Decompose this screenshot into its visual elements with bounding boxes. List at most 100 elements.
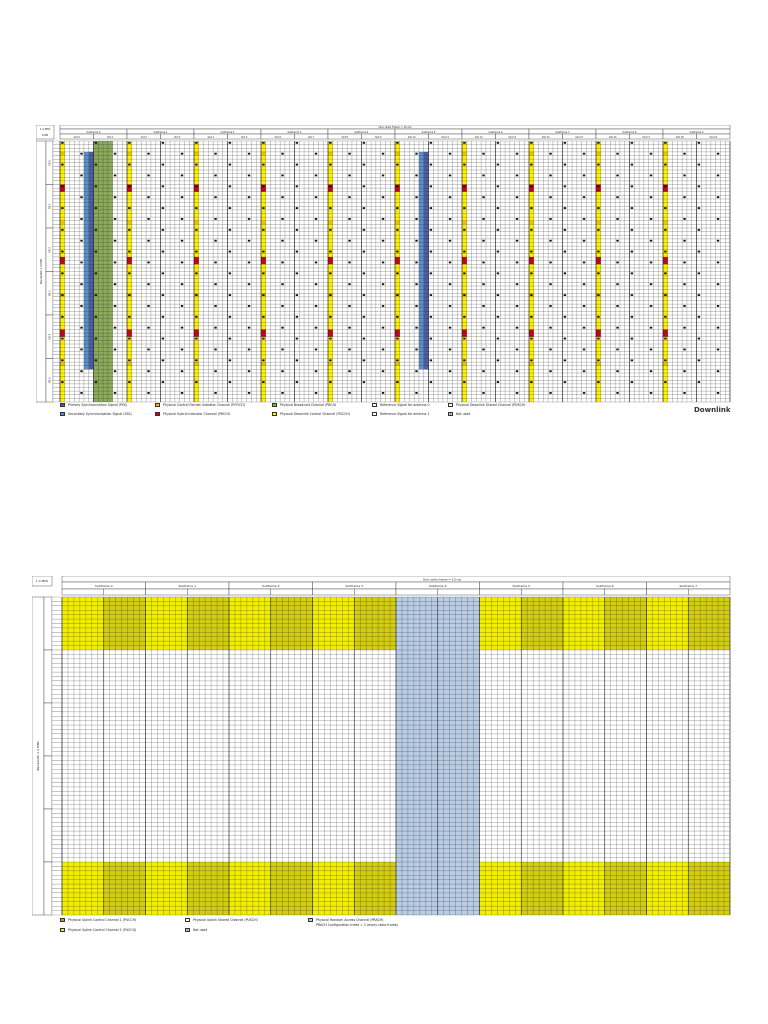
reference-signal-mark — [582, 370, 586, 373]
reference-signal-mark — [630, 337, 634, 340]
reference-signal-mark — [396, 381, 399, 383]
ul-slot-header — [103, 588, 146, 596]
rs0-swatch — [372, 403, 377, 407]
reference-signal-mark — [582, 283, 586, 286]
ul-subcarrier-cell — [51, 724, 63, 730]
reference-signal-mark — [396, 272, 399, 275]
reference-signal-mark — [396, 359, 399, 362]
reference-signal-mark — [281, 305, 284, 307]
legend-pcfich: Physical Control Format Indicator Channe… — [155, 403, 245, 407]
reference-signal-mark — [630, 250, 634, 253]
dl-subcarrier-cell — [52, 249, 61, 254]
ul-subcarrier-cell — [51, 605, 63, 611]
reference-signal-mark — [80, 392, 83, 394]
reference-signal-mark — [262, 294, 265, 296]
reference-signal-mark — [616, 392, 619, 394]
pcfich-mark — [395, 151, 400, 156]
dl-subcarrier-cell — [52, 191, 61, 196]
reference-signal-mark — [630, 207, 634, 209]
pcfich-mark — [462, 362, 467, 366]
reference-signal-mark — [496, 294, 500, 296]
ul-subcarrier-cell — [51, 676, 63, 682]
dl-subcarrier-cell — [52, 372, 61, 377]
reference-signal-mark — [247, 261, 251, 264]
ul-subcarrier-cell — [51, 658, 63, 664]
dl-subcarrier-cell — [52, 238, 61, 243]
reference-signal-mark — [228, 185, 232, 188]
ul-subcarrier-cell — [51, 901, 63, 907]
reference-signal-mark — [228, 141, 232, 144]
reference-signal-mark — [716, 174, 720, 177]
ul-slot-header — [479, 588, 522, 596]
reference-signal-mark — [683, 326, 686, 329]
reference-signal-mark — [549, 261, 552, 264]
reference-signal-mark — [563, 141, 567, 144]
ul-rb-box — [43, 596, 53, 651]
dl-subcarrier-cell — [52, 296, 61, 301]
reference-signal-mark — [463, 337, 466, 340]
ul-subcarrier-cell — [51, 906, 63, 911]
reference-signal-mark — [247, 174, 251, 177]
ul-subcarrier-cell — [51, 844, 63, 849]
dl-slot-label: Slot 19 — [709, 136, 717, 139]
ul-subcarrier-cell — [51, 883, 63, 889]
reference-signal-mark — [463, 381, 466, 383]
reference-signal-mark — [515, 392, 519, 394]
reference-signal-mark — [563, 207, 567, 209]
ul-subframe-label: Subframe 1 — [179, 584, 197, 588]
ul-slot-header — [145, 588, 188, 596]
reference-signal-mark — [61, 185, 64, 188]
reference-signal-mark — [496, 207, 500, 209]
reference-signal-mark — [314, 283, 318, 286]
reference-signal-mark — [113, 392, 117, 394]
ul-frame-header — [61, 576, 731, 583]
reference-signal-mark — [563, 315, 567, 318]
reference-signal-mark — [195, 381, 198, 383]
reference-signal-mark — [61, 359, 64, 362]
ul-rb-box — [43, 702, 53, 757]
reference-signal-mark — [530, 359, 533, 362]
reference-signal-mark — [563, 250, 567, 253]
reference-signal-mark — [61, 381, 64, 383]
reference-signal-mark — [147, 196, 150, 199]
reference-signal-mark — [228, 228, 232, 231]
reference-signal-mark — [329, 163, 332, 166]
reference-signal-mark — [463, 250, 466, 253]
dl-subcarrier-cell — [52, 169, 61, 174]
ul-subcarrier-cell — [51, 707, 63, 712]
ul-rb-box — [43, 755, 53, 810]
reference-signal-mark — [582, 196, 586, 199]
reference-signal-mark — [582, 218, 586, 220]
dl-slot-label: Slot 7 — [308, 136, 315, 139]
ul-subcarrier-cell — [51, 596, 63, 602]
reference-signal-mark — [180, 152, 184, 155]
reference-signal-mark — [94, 381, 98, 383]
dl-subcarrier-cell — [52, 387, 61, 392]
phich-mark — [663, 329, 668, 334]
reference-signal-mark — [549, 305, 552, 307]
dl-subcarrier-cell — [52, 311, 61, 316]
reference-signal-mark — [228, 250, 232, 253]
dl-bandwidth-box — [36, 125, 55, 140]
reference-signal-mark — [716, 392, 720, 394]
reference-signal-mark — [396, 163, 399, 166]
reference-signal-mark — [716, 348, 720, 351]
reference-signal-mark — [113, 218, 117, 220]
dl-subcarrier-cell — [52, 271, 61, 276]
reference-signal-mark — [415, 261, 418, 264]
reference-signal-mark — [281, 152, 284, 155]
reference-signal-mark — [329, 337, 332, 340]
reference-signal-mark — [482, 326, 485, 329]
downlink-resource-grid: 1.4 MHz 6 RB One radio frame = 10 ms Subfra… — [36, 125, 733, 403]
dl-subcarrier-cell — [52, 227, 61, 232]
dl-subframe-label: Subframe 2 — [221, 131, 235, 134]
reference-signal-mark — [482, 152, 485, 155]
reference-signal-mark — [515, 261, 519, 264]
pcfich-mark — [663, 362, 668, 366]
phich-mark — [328, 257, 333, 261]
dl-slot-label: Slot 6 — [275, 136, 282, 139]
reference-signal-mark — [180, 305, 184, 307]
reference-signal-mark — [262, 228, 265, 231]
phich-mark — [194, 257, 199, 261]
reference-signal-mark — [113, 152, 117, 155]
